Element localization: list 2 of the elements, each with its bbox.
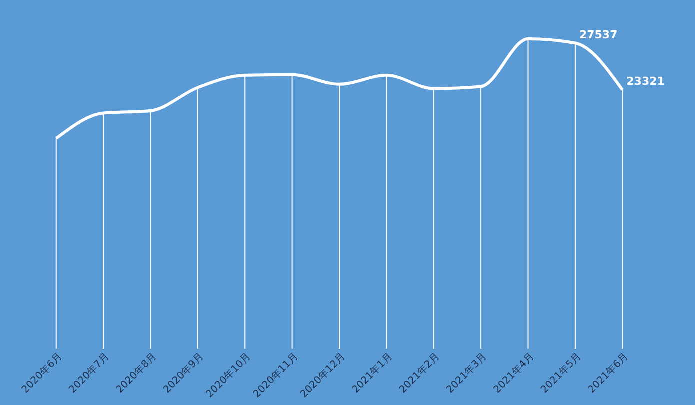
data-label: 23321: [626, 75, 665, 88]
data-label: 27537: [579, 28, 618, 42]
